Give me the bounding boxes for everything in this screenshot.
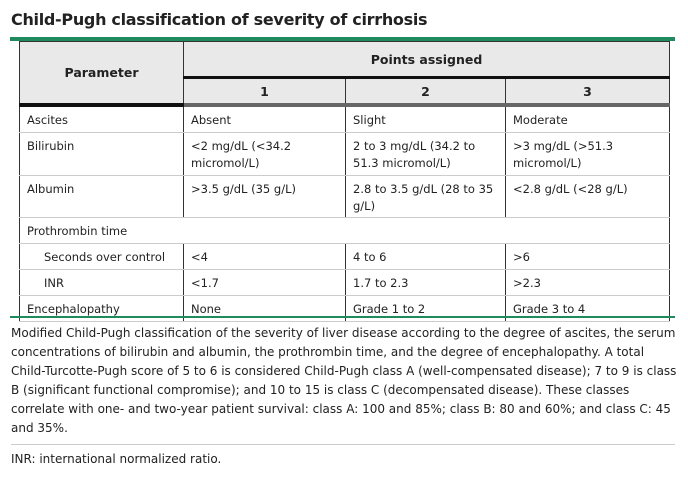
table-row: Prothrombin time [18,217,671,244]
abbreviation-note: INR: international normalized ratio. [11,452,222,466]
top-rule [10,37,675,41]
table-row: Albumin >3.5 g/dL (35 g/L) 2.8 to 3.5 g/… [19,175,671,218]
table-row: Seconds over control <4 4 to 6 >6 [19,243,671,270]
value-cell: >2.3 [504,269,671,296]
page-title: Child-Pugh classification of severity of… [11,10,428,29]
value-cell: <1.7 [183,269,346,296]
footnote: Modified Child-Pugh classification of th… [11,326,677,435]
value-cell: Slight [345,104,506,133]
value-cell: >3.5 g/dL (35 g/L) [183,175,346,218]
child-pugh-table: Parameter Points assigned 1 2 3 Ascites … [18,41,671,322]
value-cell: Absent [183,104,346,133]
table-row: Ascites Absent Slight Moderate [19,104,671,133]
value-cell: <2 mg/dL (<34.2 micromol/L) [183,132,346,176]
value-cell: 1.7 to 2.3 [345,269,506,296]
bottom-rule [10,316,675,318]
value-cell: 2.8 to 3.5 g/dL (28 to 35 g/L) [345,175,506,218]
table-row: INR <1.7 1.7 to 2.3 >2.3 [19,269,671,296]
header-parameter: Parameter [19,41,184,107]
value-cell: <4 [183,243,346,270]
param-cell: Ascites [19,104,184,133]
value-cell: 4 to 6 [345,243,506,270]
value-cell: <2.8 g/dL (<28 g/L) [504,175,671,218]
param-cell: INR [19,269,184,296]
value-cell: 2 to 3 mg/dL (34.2 to 51.3 micromol/L) [345,132,506,176]
header-points: Points assigned [182,41,671,79]
header-point-3: 3 [504,77,671,107]
header-point-2: 2 [345,77,506,107]
table-row: Bilirubin <2 mg/dL (<34.2 micromol/L) 2 … [19,132,671,176]
divider [11,444,675,445]
value-cell: Moderate [504,104,671,133]
param-cell: Seconds over control [19,243,184,270]
header-point-1: 1 [183,77,346,107]
param-cell: Albumin [19,175,184,218]
param-cell: Bilirubin [19,132,184,176]
value-cell: >6 [504,243,671,270]
param-cell: Prothrombin time [18,217,671,244]
value-cell: >3 mg/dL (>51.3 micromol/L) [504,132,671,176]
